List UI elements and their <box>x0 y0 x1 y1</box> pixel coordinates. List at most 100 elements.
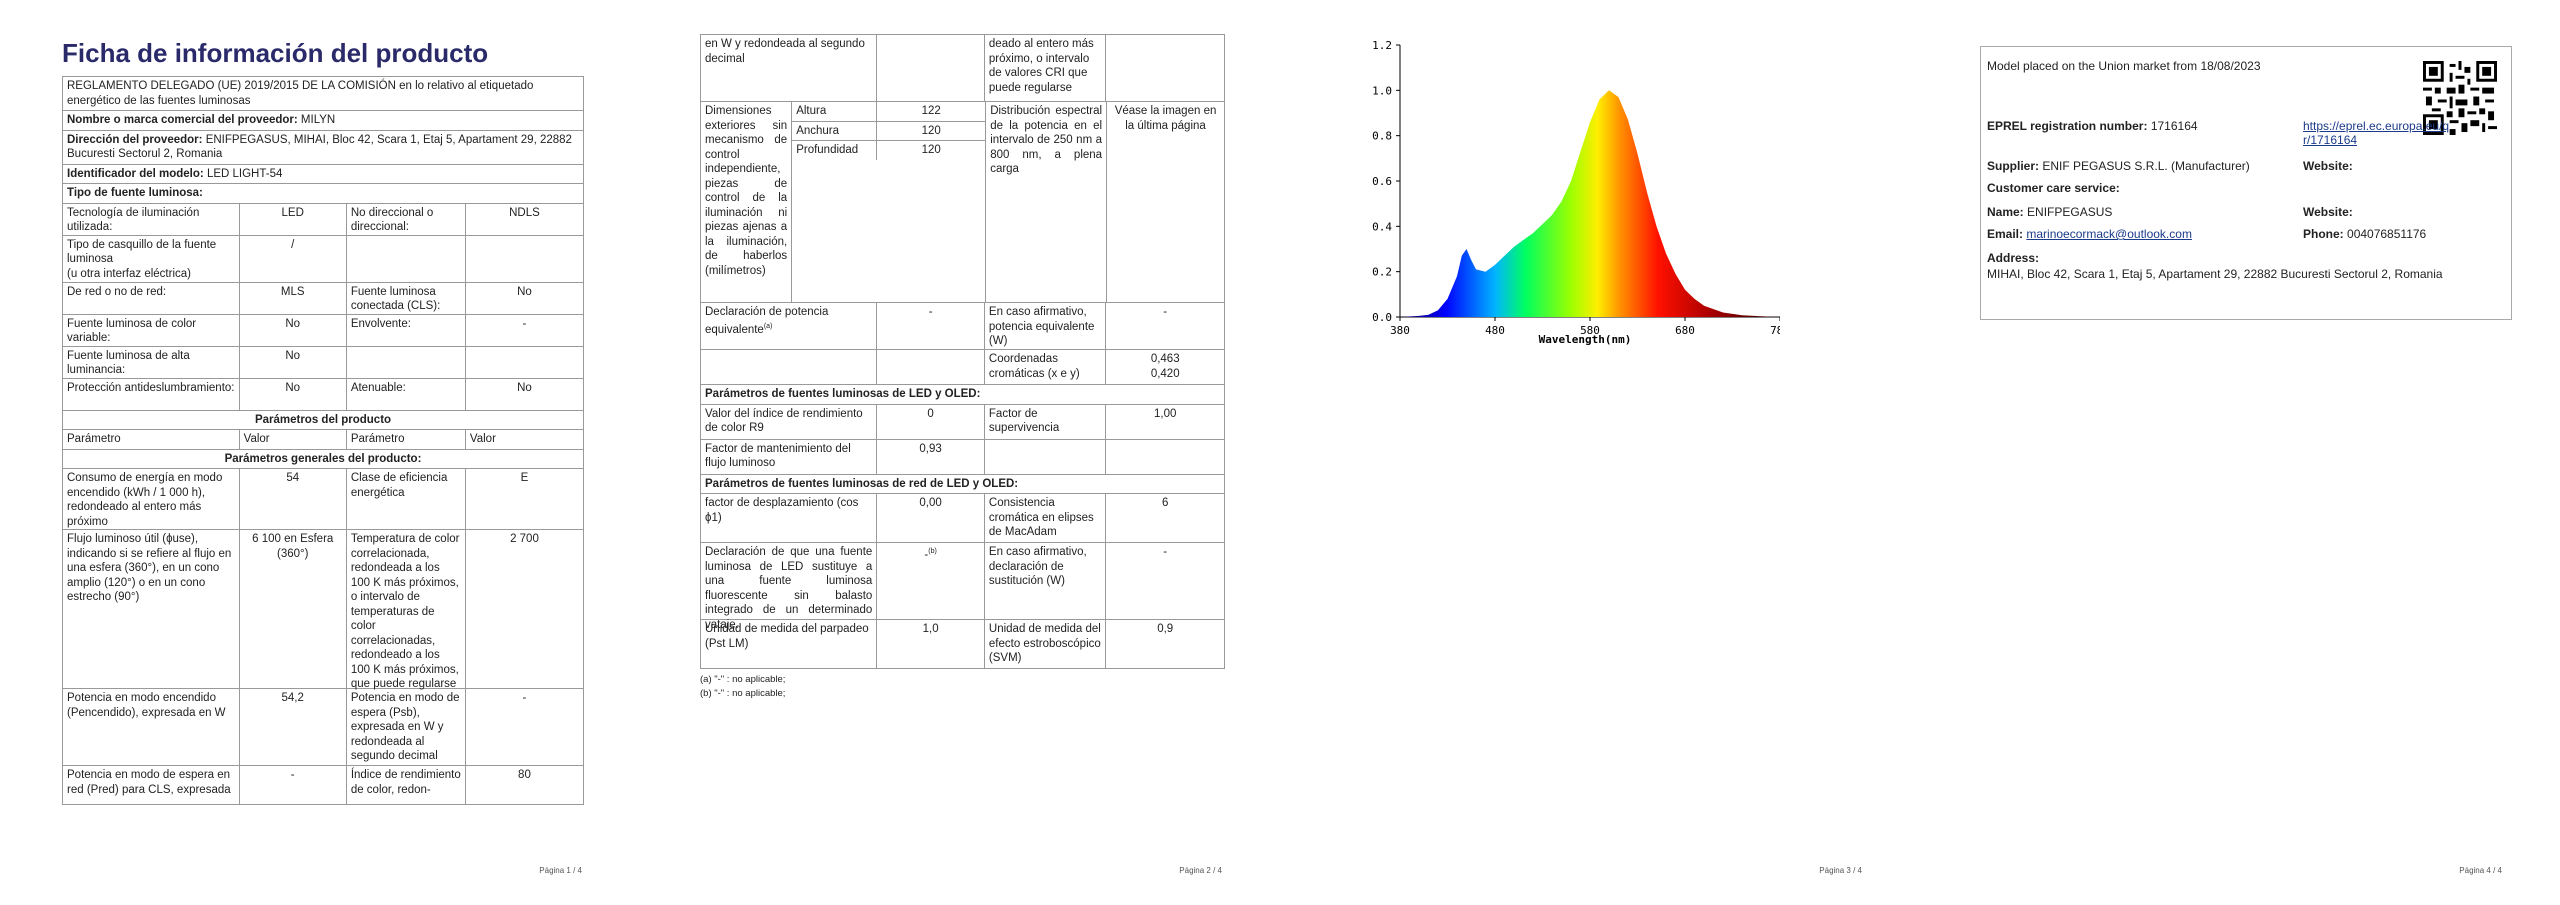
table-row: Tecnología de iluminación utilizada: LED N… <box>62 203 584 236</box>
col-header: Valor <box>469 433 496 445</box>
dim-label: Profundidad <box>792 141 878 160</box>
regulation-text: REGLAMENTO DELEGADO (UE) 2019/2015 DE LA… <box>67 80 534 107</box>
cos-label: factor de desplazamiento (cos ϕ1) <box>701 494 878 542</box>
supplier-name-label: Nombre o marca comercial del proveedor: <box>67 114 298 126</box>
param-label: Atenuable: <box>347 378 466 410</box>
param-value <box>466 236 583 282</box>
svm-value: 0,9 <box>1157 623 1174 635</box>
param-value: - <box>240 766 347 804</box>
market-date-text: Model placed on the Union market from 18… <box>1987 59 2261 73</box>
param-value: / <box>240 235 347 282</box>
dim-value: 120 <box>921 144 941 156</box>
product-info-table: REGLAMENTO DELEGADO (UE) 2019/2015 DE LA… <box>62 76 584 805</box>
param-label: Protección antideslumbramiento: <box>63 378 240 410</box>
y-tick-label: 0.2 <box>1372 266 1392 279</box>
page-1: Ficha de información del producto REGLAM… <box>0 0 640 905</box>
flicker-label: Unidad de medida del parpadeo (Pst LM) <box>701 620 878 668</box>
page-3: 0.0 0.2 0.4 0.6 0.8 1.0 1.2 380 480 580 680 780 Wav… <box>1280 0 1920 905</box>
x-tick-label: 580 <box>1580 324 1600 337</box>
param-label: Fuente luminosa de color variable: <box>63 314 240 346</box>
equiv-label: Declaración de potencia equivalente <box>705 306 829 336</box>
equiv-value: - <box>877 303 985 349</box>
param-value: No <box>240 346 347 378</box>
customer-care-label: Customer care service: <box>1987 181 2120 195</box>
eprel-info-card: Model placed on the Union market from 18… <box>1980 46 2512 320</box>
replacement-value: - <box>924 548 929 561</box>
equiv-yes-label: En caso afirmativo, potencia equivalente… <box>985 303 1107 349</box>
phone-value: 004076851176 <box>2347 227 2427 241</box>
param-label <box>347 235 466 282</box>
table-row: Consumo de energía en modo encendido (kW… <box>62 469 584 530</box>
cell-empty <box>1106 35 1224 101</box>
y-tick-label: 0.4 <box>1372 220 1392 233</box>
survival-label: Factor de supervivencia <box>985 404 1107 439</box>
table-row: Flujo luminoso útil (ϕuse), indicando si… <box>62 530 584 690</box>
eprel-link[interactable]: https://eprel.ec.europa.eu/qr/1716164 <box>2303 119 2450 147</box>
replacement-yes-value: - <box>1163 546 1168 558</box>
r9-label: Valor del índice de rendimiento de color… <box>701 404 878 439</box>
cell-empty <box>1106 440 1224 474</box>
footnote-b: (b) "-" : no aplicable; <box>700 688 786 699</box>
macadam-value: 6 <box>1162 497 1169 509</box>
param-label: Fuente luminosa de alta luminancia: <box>63 346 240 378</box>
r9-value: 0 <box>877 404 985 439</box>
param-label: De red o no de red: <box>63 282 240 314</box>
param-value: No <box>240 314 347 346</box>
model-label: Identificador del modelo: <box>67 167 204 180</box>
led-params-header: Parámetros de fuentes luminosas de LED y… <box>705 388 981 400</box>
col-header: Parámetro <box>63 430 240 449</box>
param-value: 6 100 en Esfera (360°) <box>240 530 347 688</box>
supplier-name-value: MILYN <box>300 114 336 126</box>
mains-params-header: Parámetros de fuentes luminosas de red d… <box>705 477 1019 490</box>
spd-label: Distribución espectral de la potencia en… <box>986 102 1108 302</box>
supplier-value: ENIF PEGASUS S.R.L. (Manufacturer) <box>2042 159 2250 173</box>
table-row: De red o no de red: MLS Fuente luminosa co… <box>62 282 584 315</box>
param-label <box>347 346 466 378</box>
table-row: Fuente luminosa de color variable: No Envo… <box>62 314 584 347</box>
y-tick-label: 0.0 <box>1372 311 1392 324</box>
email-link[interactable]: marinoecormack@outlook.com <box>2026 227 2192 241</box>
param-label: Potencia en modo de espera en red (Pred)… <box>63 766 240 804</box>
y-tick-label: 0.8 <box>1372 130 1392 143</box>
qr-code-icon[interactable] <box>2423 61 2497 135</box>
param-value <box>466 347 583 378</box>
spectral-power-chart: 0.0 0.2 0.4 0.6 0.8 1.0 1.2 380 480 580 680 780 Wav… <box>1372 39 1780 346</box>
param-value: 2 700 <box>510 533 539 545</box>
col-header: Valor <box>240 430 347 449</box>
maintenance-value: 0,93 <box>877 439 985 474</box>
eprel-value: 1716164 <box>2150 119 2198 133</box>
cell-empty <box>877 35 985 101</box>
param-value: No <box>517 285 532 298</box>
chroma-x: 0,463 <box>1150 353 1180 365</box>
equiv-footnote-ref: (a) <box>763 322 773 330</box>
param-value: LED <box>240 203 347 235</box>
flicker-value: 1,0 <box>877 620 985 668</box>
x-tick-label: 680 <box>1675 324 1695 337</box>
y-tick-label: 0.6 <box>1372 175 1392 188</box>
macadam-label: Consistencia cromática en elipses de Mac… <box>985 494 1107 542</box>
maintenance-label: Factor de mantenimiento del flujo lumino… <box>701 439 878 474</box>
cell-empty <box>701 350 878 384</box>
param-value: E <box>520 472 529 484</box>
model-value: LED LIGHT-54 <box>206 167 283 180</box>
spectrum-area <box>1400 90 1780 317</box>
cos-value: 0,00 <box>877 494 985 542</box>
survival-value: 1,00 <box>1154 407 1177 420</box>
y-tick-label: 1.2 <box>1372 39 1392 52</box>
param-value: No <box>240 378 347 410</box>
replacement-label: Declaración de que una fuente luminosa d… <box>701 543 878 631</box>
supplier-address-label: Dirección del proveedor: <box>67 133 203 146</box>
param-label: Consumo de energía en modo encendido (kW… <box>63 469 240 529</box>
page-4: Model placed on the Union market from 18… <box>1920 0 2560 905</box>
supplier-address-value: ENIFPEGASUS, MIHAI, Bloc 42, Scara 1, Et… <box>67 133 572 161</box>
param-value: - <box>522 692 527 704</box>
param-value: NDLS <box>509 206 540 219</box>
page-number: Página 2 / 4 <box>1179 866 1222 875</box>
dim-value: 120 <box>921 124 941 137</box>
dim-value: 122 <box>921 105 941 117</box>
y-tick-label: 1.0 <box>1372 84 1392 97</box>
param-label: Índice de rendimiento de color, redon- <box>347 766 466 804</box>
param-value: - <box>522 317 527 330</box>
param-label: Tecnología de iluminación utilizada: <box>63 203 240 235</box>
param-label: Temperatura de color correlacionada, red… <box>347 530 466 690</box>
